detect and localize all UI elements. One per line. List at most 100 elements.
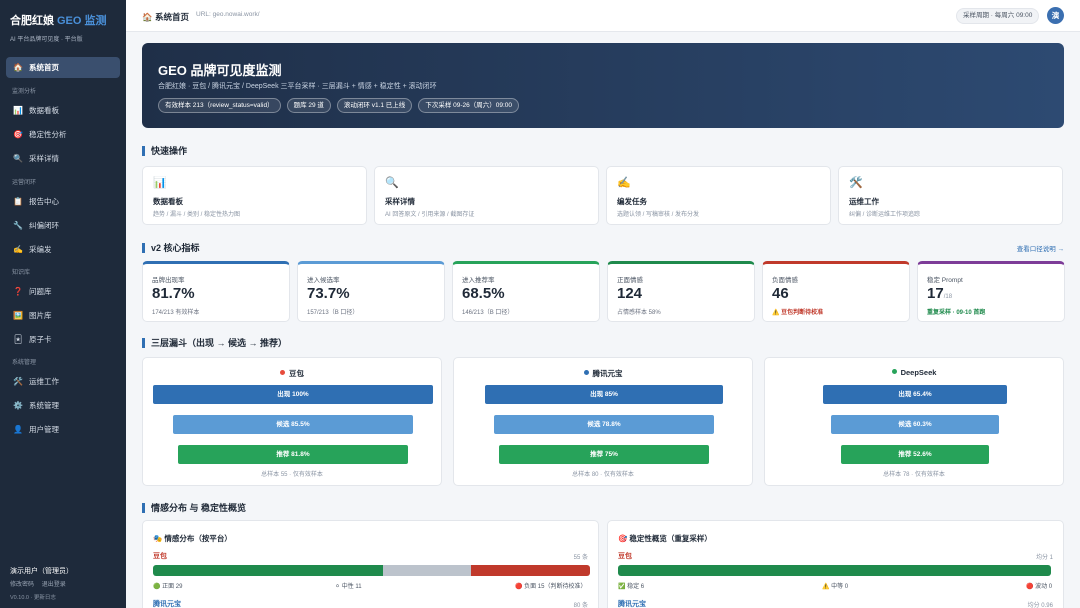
platform-dot-icon [891,369,897,374]
metric-number: 81.7% [152,285,195,302]
stability-legend-fluct: 🔴 波动 0 [1026,584,1053,590]
chart-icon: 📊 [153,177,167,189]
metric-card-stable-prompt: 稳定 Prompt 17/18 重复采样 · 09-10 首跑 [917,261,1065,322]
tools-icon: 🛠️ [13,376,23,386]
sentiment-platform-yuanbao: 腾讯元宝 [153,601,181,608]
stability-legend-stable: ✅ 稳定 6 [618,584,645,590]
metric-value: 46 [772,285,789,302]
sidebar-item-image-library[interactable]: 🖼️ 图片库 [6,305,120,325]
sentiment-count-doubao: 55 条 [573,555,588,561]
metric-number: 46 [772,285,789,302]
funnel-bar-candidate: 候选 60.3% [830,415,1000,434]
sidebar-item-label: 图片库 [29,310,52,320]
metric-card-candidate-rate: 进入候选率 73.7% 157/213（B 口径） [297,261,445,322]
metric-value: 124 [617,285,642,302]
chip-rolling-loop: 滚动闭环 v1.1 已上线 [336,98,413,113]
brand-logo[interactable]: 合肥红娘 GEO 监测 [10,12,107,28]
sidebar-item-user-admin[interactable]: 👤 用户管理 [6,419,120,439]
stability-legend-mid: ⚠️ 中等 0 [822,584,849,590]
sidebar-item-system-admin[interactable]: ⚙️ 系统管理 [6,395,120,415]
stability-score-doubao: 均分 1 [1035,555,1053,561]
avatar[interactable]: 演 [1047,7,1064,24]
metric-label: 正面情感 [617,277,643,284]
sidebar-item-ops-work[interactable]: 🛠️ 运维工作 [6,371,120,391]
stability-score-yuanbao: 均分 0.96 [1027,603,1053,608]
sidebar-item-question-bank[interactable]: ❓ 问题库 [6,281,120,301]
quick-card-sample-detail[interactable]: 🔍 采样详情 AI 回答原文 / 引用来源 / 截图存证 [374,166,599,225]
metric-card-recommend-rate: 进入推荐率 68.5% 146/213（B 口径） [452,261,600,322]
quick-card-desc: 趋势 / 漏斗 / 类别 / 稳定性热力图 [153,212,241,218]
hero-chips: 有效样本 213（review_status=valid） 题库 29 道 滚动… [158,98,520,113]
funnel-platform-label: 腾讯元宝 [592,369,623,378]
metric-label: 进入推荐率 [462,277,495,284]
stability-bar-doubao [618,565,1051,576]
quick-card-ops-work[interactable]: 🛠️ 运维工作 纠偏 / 诊断运维工作项追踪 [838,166,1063,225]
funnel-platform-name: DeepSeek [765,368,1063,377]
sentiment-legend-negative: 🔴 负面 15（判断待校准） [515,584,587,590]
home-icon: 🏠 [13,63,23,72]
metrics-title: v2 核心指标 [142,243,200,253]
sidebar-section-title: 系统管理 [12,360,37,366]
sidebar-item-label: 原子卡 [29,334,52,344]
metric-sub: ⚠️ 豆包判断待校准 [772,310,824,316]
sidebar-item-stability[interactable]: 🎯 稳定性分析 [6,124,120,144]
target-icon: 🎯 [13,129,23,139]
metric-value: 81.7% [152,285,195,302]
stability-platform-doubao: 豆包 [618,553,632,560]
sidebar-item-dashboard[interactable]: 📊 数据看板 [6,100,120,120]
funnel-bar-candidate: 候选 78.8% [493,415,715,434]
version-info[interactable]: V0.10.0 · 更新日志 [10,595,56,601]
sidebar-item-atom-cards[interactable]: 🃏 原子卡 [6,329,120,349]
sidebar-item-home[interactable]: 🏠 系统首页 [6,57,120,78]
sidebar-item-correction-loop[interactable]: 🔧 纠偏闭环 [6,215,120,235]
sidebar-item-label: 纠偏闭环 [29,220,59,230]
funnel-platform-label: DeepSeek [900,368,937,377]
quick-card-title: 编发任务 [617,197,647,206]
platform-dot-icon [280,370,285,375]
funnel-card-yuanbao: 腾讯元宝 出现 85% 候选 78.8% 推荐 75% 总样本 80 · 仅有效样本 [453,357,753,486]
sentiment-legend-neutral: ⚪ 中性 11 [335,584,362,590]
logout-link[interactable]: 退出登录 [41,582,66,588]
metric-value: 17/18 [927,285,952,302]
metric-number: 124 [617,285,643,302]
metric-number: 73.7% [307,285,350,302]
search-icon: 🔍 [385,177,399,189]
chip-valid-samples: 有效样本 213（review_status=valid） [158,98,281,113]
metric-sub: 157/213（B 口径） [307,310,359,316]
hero-banner: GEO 品牌可见度监测 合肥红娘 · 豆包 / 腾讯元宝 / DeepSeek … [142,43,1064,128]
sentiment-positive-segment [153,565,384,576]
quick-card-editorial-task[interactable]: ✍️ 编发任务 选题认领 / 写稿审核 / 发布分发 [606,166,831,225]
brand-subtitle: AI 平台品牌可见度 · 平台版 [10,37,83,43]
quick-card-dashboard[interactable]: 📊 数据看板 趋势 / 漏斗 / 类别 / 稳定性热力图 [142,166,367,225]
sidebar-item-editorial[interactable]: ✍️ 采编发 [6,239,120,259]
metrics-definition-link[interactable]: 查看口径说明 → [1016,246,1064,253]
sidebar-item-sample-detail[interactable]: 🔍 采样详情 [6,148,120,168]
quick-card-title: 运维工作 [849,197,879,206]
metric-card-appear-rate: 品牌出现率 81.7% 174/213 有效样本 [142,261,290,322]
metric-label: 稳定 Prompt [927,277,963,284]
metric-card-positive-sentiment: 正面情感 124 占情感样本 58% [607,261,755,322]
metric-sub: 重复采样 · 09-10 首跑 [927,310,986,316]
funnel-bar-candidate: 候选 85.5% [173,415,413,434]
funnel-bar-recommend: 推荐 52.6% [841,445,989,464]
sidebar-section-title: 监测分析 [12,89,37,95]
stability-platform-yuanbao: 腾讯元宝 [618,601,646,608]
metric-card-negative-sentiment: 负面情感 46 ⚠️ 豆包判断待校准 [762,261,910,322]
chart-icon: 📊 [13,105,23,115]
funnel-platform-label: 豆包 [289,369,304,378]
sidebar-item-label: 数据看板 [29,105,59,115]
quick-card-desc: 选题认领 / 写稿审核 / 发布分发 [617,212,700,218]
page-url: URL: geo.nowai.work/ [196,11,260,18]
sentiment-bar-doubao [153,565,590,576]
quick-card-title: 采样详情 [385,197,415,206]
quick-card-desc: 纠偏 / 诊断运维工作项追踪 [849,212,921,218]
funnel-note: 总样本 55 · 仅有效样本 [261,472,323,478]
sidebar-item-report-center[interactable]: 📋 报告中心 [6,191,120,211]
metric-label: 品牌出现率 [152,277,185,284]
metric-value: 68.5% [462,285,505,302]
metric-sub: 146/213（B 口径） [462,310,514,316]
brand-name: 合肥红娘 [10,15,54,27]
change-password-link[interactable]: 修改密码 [10,582,35,588]
funnel-bar-recommend: 推荐 75% [499,445,709,464]
funnel-bar-appear: 出现 85% [485,385,723,404]
